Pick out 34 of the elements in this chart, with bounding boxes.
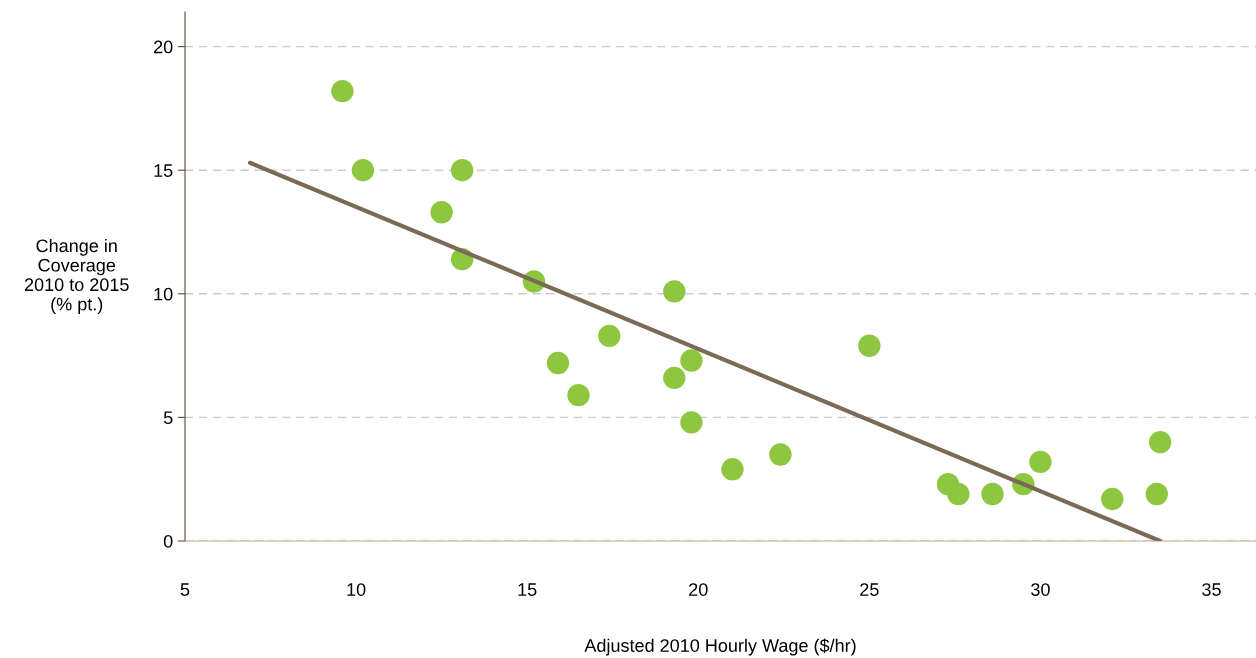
point [680,349,703,372]
point [1029,450,1052,474]
point [981,482,1004,506]
y-tick-label: 10 [154,287,173,301]
point [858,334,881,357]
y-tick-label: 20 [154,40,173,54]
point [450,159,474,182]
point [598,324,621,348]
point [680,411,703,434]
point [567,383,590,407]
x-tick-label: 10 [347,583,366,596]
point [1148,430,1172,454]
point [1101,487,1124,511]
y-tick-label: 0 [163,534,173,548]
x-tick-label: 35 [1202,583,1221,596]
point [546,351,570,375]
x-axis-title: Adjusted 2010 Hourly Wage ($/hr) [584,638,856,656]
x-tick-label: 20 [689,583,708,596]
y-axis-title: Change in Coverage 2010 to 2015 (% pt.) [24,238,129,315]
point [721,458,744,481]
point [663,280,686,303]
x-tick-label: 25 [860,583,879,596]
y-tick-label: 15 [154,164,173,177]
point [331,79,354,103]
point [1145,482,1168,506]
x-tick-label: 30 [1031,583,1050,596]
point [663,366,686,390]
point [351,159,375,182]
y-tick-label: 5 [163,411,173,425]
x-tick-label: 5 [180,583,190,596]
point [769,443,792,466]
x-tick-label: 15 [518,583,537,596]
point [430,201,453,224]
point [947,482,970,506]
